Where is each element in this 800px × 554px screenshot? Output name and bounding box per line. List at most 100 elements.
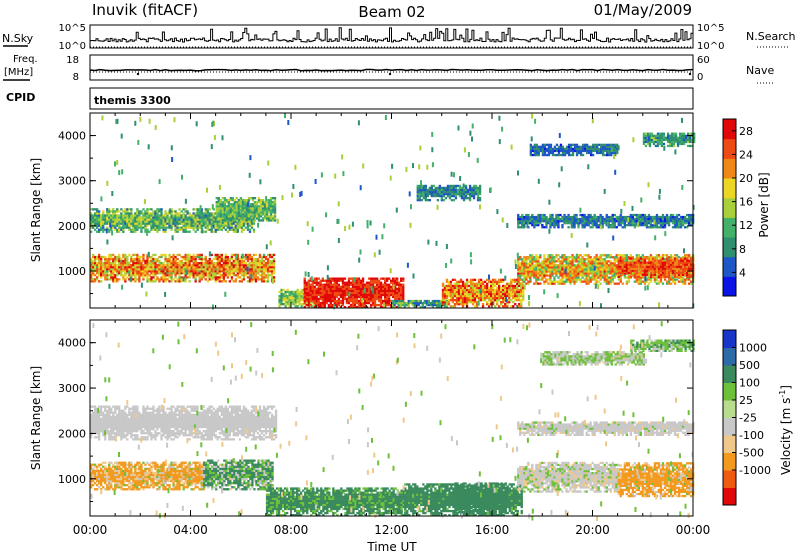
heatmap-cell <box>288 299 291 302</box>
heatmap-cell <box>597 258 600 261</box>
heatmap-cell <box>441 292 445 296</box>
heatmap-cell <box>525 258 528 261</box>
heatmap-cell <box>102 266 105 269</box>
heatmap-cell <box>462 194 466 198</box>
heatmap-cell <box>520 303 523 306</box>
heatmap-cell <box>629 273 633 276</box>
heatmap-cell <box>504 290 507 294</box>
heatmap-cell <box>286 301 289 304</box>
heatmap-cell <box>259 219 263 222</box>
heatmap-cell <box>641 261 645 264</box>
heatmap-cell <box>371 301 375 305</box>
heatmap-cell <box>172 266 175 269</box>
heatmap-cell <box>440 190 444 194</box>
heatmap-cell <box>611 270 614 273</box>
heatmap-cell <box>361 306 365 309</box>
heatmap-cell <box>420 186 423 190</box>
heatmap-cell <box>432 192 436 196</box>
heatmap-cell <box>639 282 643 285</box>
heatmap-cell <box>573 266 576 269</box>
heatmap-cell <box>236 264 240 267</box>
heatmap-cell <box>114 212 117 215</box>
heatmap-cell <box>547 264 550 267</box>
heatmap-cell <box>496 294 499 298</box>
heatmap-cell <box>262 278 266 281</box>
heatmap-cell <box>261 205 265 208</box>
heatmap-cell <box>690 256 693 259</box>
heatmap-cell <box>361 285 365 288</box>
heatmap-cell <box>138 276 141 279</box>
heatmap-cell <box>377 287 381 290</box>
heatmap-cell <box>659 259 663 262</box>
heatmap-cell <box>154 280 157 283</box>
heatmap-cell <box>473 290 477 294</box>
freq-tick-top: 18 <box>66 55 79 66</box>
heatmap-cell <box>625 263 629 266</box>
heatmap-cell <box>278 303 281 306</box>
heatmap-cell <box>665 254 669 257</box>
heatmap-cell <box>238 276 242 279</box>
heatmap-cell <box>627 260 631 263</box>
heatmap-cell <box>496 301 499 304</box>
heatmap-cell <box>114 268 117 271</box>
heatmap-cell <box>451 301 455 304</box>
heatmap-cell <box>430 192 434 196</box>
heatmap-cell <box>202 212 205 215</box>
heatmap-cell <box>478 186 482 190</box>
heatmap-cell <box>233 213 237 216</box>
heatmap-cell <box>162 268 165 271</box>
heatmap-cell <box>434 188 438 192</box>
heatmap-cell <box>215 197 218 200</box>
heatmap-cell <box>573 272 576 275</box>
heatmap-cell <box>206 218 209 221</box>
heatmap-cell <box>388 299 391 303</box>
heatmap-cell <box>593 270 596 273</box>
heatmap-cell <box>514 303 517 306</box>
heatmap-cell <box>363 297 367 301</box>
heatmap-cell <box>204 226 207 229</box>
heatmap-cell <box>641 258 645 261</box>
heatmap-cell <box>667 280 671 283</box>
heatmap-cell <box>418 188 421 192</box>
heatmap-cell <box>315 299 318 303</box>
heatmap-cell <box>96 264 99 267</box>
heatmap-cell <box>331 283 335 286</box>
heatmap-cell <box>635 278 639 281</box>
heatmap-cell <box>435 299 439 303</box>
heatmap-cell <box>296 292 299 296</box>
heatmap-cell <box>428 188 432 192</box>
heatmap-cell <box>96 210 99 213</box>
heatmap-cell <box>172 216 175 219</box>
heatmap-cell <box>547 254 550 257</box>
heatmap-cell <box>142 274 145 277</box>
heatmap-cell <box>239 207 243 210</box>
heatmap-cell <box>254 266 258 269</box>
heatmap-cell <box>512 288 515 292</box>
heatmap-cell <box>230 268 234 271</box>
heatmap-cell <box>379 287 383 290</box>
heatmap-cell <box>591 270 594 273</box>
heatmap-cell <box>178 262 181 265</box>
heatmap-cell <box>136 257 139 261</box>
heatmap-cell <box>471 299 475 302</box>
heatmap-cell <box>311 291 314 295</box>
heatmap-cell <box>440 188 444 192</box>
heatmap-cell <box>369 293 373 297</box>
heatmap-cell <box>114 226 117 229</box>
heatmap-cell <box>273 197 277 200</box>
heatmap-cell <box>188 214 191 217</box>
heatmap-cell <box>246 228 250 231</box>
heatmap-cell <box>593 278 596 281</box>
heatmap-cell <box>331 277 335 280</box>
heatmap-cell <box>465 282 469 285</box>
heatmap-cell <box>224 224 228 227</box>
heatmap-cell <box>472 188 476 192</box>
heatmap-cell <box>494 299 497 302</box>
heatmap-cell <box>653 273 657 276</box>
heatmap-cell <box>506 301 509 304</box>
heatmap-cell <box>671 256 675 259</box>
heatmap-cell <box>463 286 467 290</box>
heatmap-cell <box>479 278 483 281</box>
heatmap-cell <box>457 296 461 300</box>
heatmap-cell <box>255 203 259 206</box>
